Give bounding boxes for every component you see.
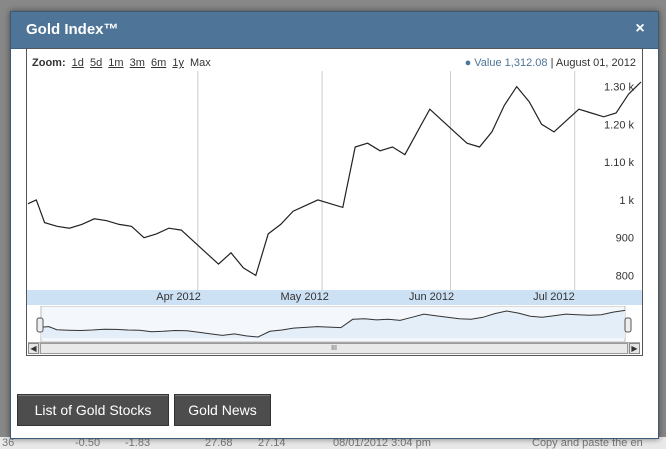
- y-tick-label: 1.10 k: [604, 157, 634, 169]
- value-readout: ● Value 1,312.08 | August 01, 2012: [465, 57, 636, 69]
- scrollbar-thumb[interactable]: III: [40, 343, 628, 354]
- navigator-chart[interactable]: [27, 306, 642, 342]
- zoom-max[interactable]: Max: [190, 57, 211, 69]
- bg-cell: -0.50: [75, 437, 101, 449]
- series-dot-icon: ●: [464, 57, 472, 69]
- gold-index-dialog: Gold Index™ × Zoom: 1d 5d 1m 3m 6m 1y Ma…: [10, 11, 659, 439]
- price-chart[interactable]: 800 900 1 k 1.10 k 1.20 k 1.30 k: [27, 71, 642, 290]
- list-gold-stocks-button[interactable]: List of Gold Stocks: [17, 394, 169, 426]
- zoom-3m[interactable]: 3m: [129, 57, 145, 69]
- zoom-6m[interactable]: 6m: [150, 57, 167, 69]
- navigator-line: [40, 309, 626, 338]
- bg-cell: 27.14: [258, 437, 286, 449]
- close-icon[interactable]: ×: [635, 20, 645, 37]
- x-tick-label: Jul 2012: [533, 291, 575, 303]
- y-tick-label: 1 k: [619, 195, 634, 207]
- x-tick-label: May 2012: [280, 291, 329, 303]
- scroll-right-icon[interactable]: ▶: [629, 343, 640, 354]
- chart-frame: Zoom: 1d 5d 1m 3m 6m 1y Max ● Value 1,31…: [26, 48, 643, 356]
- value-date: August 01, 2012: [555, 57, 636, 69]
- bg-cell: 36: [2, 437, 15, 449]
- zoom-1m[interactable]: 1m: [108, 57, 124, 69]
- y-tick-label: 1.30 k: [604, 82, 634, 94]
- chart-scrollbar[interactable]: ◀ III ▶: [28, 342, 640, 354]
- bg-cell: Copy and paste the en: [532, 437, 643, 449]
- x-tick-label: Apr 2012: [156, 291, 201, 303]
- value-number: 1,312.08: [504, 57, 548, 69]
- readout-separator: |: [550, 57, 554, 69]
- zoom-1y[interactable]: 1y: [172, 57, 184, 69]
- dialog-titlebar[interactable]: Gold Index™ ×: [11, 12, 658, 49]
- zoom-label: Zoom:: [32, 57, 66, 69]
- y-tick-label: 800: [616, 270, 634, 282]
- y-tick-label: 1.20 k: [604, 119, 634, 131]
- zoom-5d[interactable]: 5d: [89, 57, 103, 69]
- navigator-handle[interactable]: [624, 317, 632, 333]
- bg-cell: 27.68: [205, 437, 233, 449]
- scroll-left-icon[interactable]: ◀: [28, 343, 39, 354]
- navigator-handle[interactable]: [36, 317, 44, 333]
- zoom-1d[interactable]: 1d: [71, 57, 84, 69]
- background-table-row: 36 -0.50 -1.83 27.68 27.14 08/01/2012 3:…: [0, 437, 666, 449]
- y-tick-label: 900: [616, 233, 634, 245]
- value-label: Value: [474, 57, 502, 69]
- bg-cell: -1.83: [125, 437, 151, 449]
- bg-cell: 08/01/2012 3:04 pm: [333, 437, 431, 449]
- dialog-title: Gold Index™: [26, 21, 119, 38]
- x-tick-label: Jun 2012: [408, 291, 455, 303]
- gold-news-button[interactable]: Gold News: [174, 394, 271, 426]
- zoom-controls: Zoom: 1d 5d 1m 3m 6m 1y Max: [32, 57, 214, 69]
- x-axis-band: [27, 290, 642, 305]
- series-line: [27, 81, 642, 277]
